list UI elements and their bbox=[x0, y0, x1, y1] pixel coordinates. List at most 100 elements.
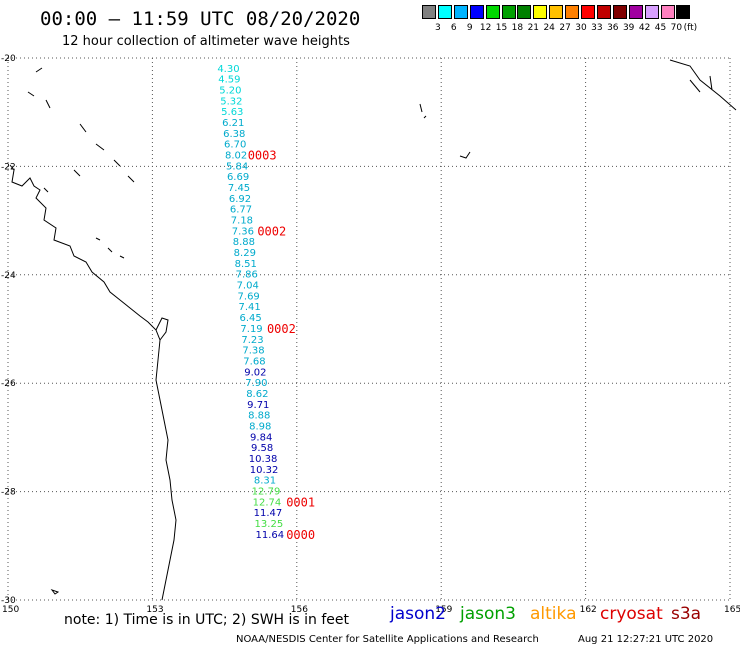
lat-label: -28 bbox=[1, 488, 16, 498]
legend-swatch bbox=[533, 5, 548, 19]
wave-height-value: 9.71 bbox=[247, 400, 269, 411]
longitude-labels: 150 153 156 159 162 165 bbox=[2, 605, 740, 615]
wave-height-value: 6.21 bbox=[222, 118, 244, 129]
note-text: note: 1) Time is in UTC; 2) SWH is in fe… bbox=[64, 612, 350, 628]
legend-label: 18 bbox=[511, 23, 524, 33]
sat-s3a: s3a bbox=[671, 604, 702, 624]
lon-label: 162 bbox=[580, 605, 597, 615]
wave-height-value: 7.90 bbox=[245, 378, 267, 389]
legend-label: 21 bbox=[527, 23, 540, 33]
wave-height-value: 9.02 bbox=[244, 367, 266, 378]
coral-reef-north bbox=[27, 67, 135, 183]
latitude-labels: -20 -22 -24 -26 -28 -30 bbox=[1, 54, 16, 606]
pass-label: 0000 bbox=[286, 528, 315, 542]
page-subtitle: 12 hour collection of altimeter wave hei… bbox=[62, 34, 350, 49]
wave-height-value: 6.69 bbox=[227, 172, 249, 183]
wave-height-value: 6.38 bbox=[223, 129, 245, 140]
wave-height-value: 7.04 bbox=[237, 281, 259, 292]
wave-height-value: 7.18 bbox=[231, 216, 253, 227]
legend-label: 24 bbox=[543, 23, 555, 33]
legend-swatch bbox=[596, 5, 611, 19]
wave-height-value: 7.23 bbox=[241, 335, 263, 346]
wave-height-value: 7.36 bbox=[232, 226, 254, 237]
wave-height-value: 8.88 bbox=[233, 237, 255, 248]
wave-height-value: 8.62 bbox=[246, 389, 268, 400]
australia-coast bbox=[9, 164, 177, 601]
wave-height-value: 11.47 bbox=[254, 508, 283, 519]
wave-height-readings: 4.304.595.205.325.636.216.386.708.025.84… bbox=[217, 64, 284, 541]
pass-label: 0002 bbox=[257, 224, 286, 238]
lat-label: -24 bbox=[1, 271, 16, 281]
legend-swatch bbox=[422, 5, 436, 19]
sat-jason3: jason3 bbox=[460, 604, 516, 624]
legend-unit: (ft) bbox=[683, 23, 698, 33]
wave-height-value: 5.63 bbox=[221, 107, 243, 118]
legend-label: 6 bbox=[450, 23, 457, 33]
legend-swatch bbox=[676, 5, 691, 19]
credit-text: NOAA/NESDIS Center for Satellite Applica… bbox=[236, 634, 539, 645]
legend-label: 3 bbox=[435, 23, 441, 33]
pass-label: 0002 bbox=[267, 322, 296, 336]
wave-height-value: 7.86 bbox=[236, 270, 258, 281]
wave-height-value: 10.32 bbox=[250, 465, 279, 476]
wave-height-value: 4.59 bbox=[218, 75, 240, 86]
legend-label: 12 bbox=[479, 23, 492, 33]
legend-swatch bbox=[517, 5, 532, 19]
wave-height-value: 10.38 bbox=[249, 454, 278, 465]
wave-height-value: 13.25 bbox=[255, 519, 284, 530]
legend-swatch bbox=[581, 5, 595, 19]
small-island bbox=[50, 589, 60, 595]
legend-label: 9 bbox=[466, 23, 473, 33]
wave-height-value: 12.74 bbox=[253, 497, 282, 508]
sat-cryosat: cryosat bbox=[600, 604, 663, 624]
legend-swatch bbox=[660, 5, 675, 19]
wave-height-value: 8.88 bbox=[248, 411, 270, 422]
legend-swatch bbox=[469, 5, 484, 19]
map-grid bbox=[7, 57, 731, 601]
legend-swatch bbox=[549, 5, 564, 19]
island-coast bbox=[155, 317, 169, 341]
new-caledonia-coast bbox=[419, 103, 471, 159]
timestamp: Aug 21 12:27:21 UTC 2020 bbox=[578, 634, 714, 645]
wave-height-value: 8.31 bbox=[254, 476, 276, 487]
wave-height-value: 8.98 bbox=[249, 421, 271, 432]
wave-height-value: 12.79 bbox=[252, 487, 281, 498]
lon-label: 153 bbox=[146, 605, 163, 615]
lat-label: -22 bbox=[1, 162, 16, 172]
wave-height-value: 8.51 bbox=[235, 259, 257, 270]
vanuatu-coast bbox=[669, 59, 737, 111]
wave-height-value: 7.41 bbox=[238, 302, 260, 313]
legend-label: 39 bbox=[622, 23, 635, 33]
wave-height-value: 7.68 bbox=[243, 356, 265, 367]
legend-label: 27 bbox=[559, 23, 571, 33]
wave-height-value: 4.30 bbox=[217, 64, 239, 75]
wave-height-value: 11.64 bbox=[256, 530, 285, 541]
lon-label: 156 bbox=[291, 605, 308, 615]
pass-label: 0003 bbox=[248, 148, 277, 162]
legend-swatch bbox=[501, 5, 516, 19]
wave-height-value: 5.32 bbox=[220, 96, 242, 107]
legend-swatch bbox=[453, 5, 468, 19]
legend-label: 33 bbox=[591, 23, 603, 33]
sat-altika: altika bbox=[530, 604, 577, 624]
legend-label: 42 bbox=[638, 23, 651, 33]
sat-jason2: jason2 bbox=[390, 604, 446, 624]
legend-label: 45 bbox=[654, 23, 667, 33]
wave-height-value: 7.19 bbox=[240, 324, 262, 335]
legend-label: 15 bbox=[495, 23, 508, 33]
legend-swatch bbox=[644, 5, 659, 19]
coastline bbox=[9, 59, 737, 601]
wave-height-value: 6.45 bbox=[239, 313, 261, 324]
legend-swatch bbox=[437, 5, 452, 19]
legend-label: 70 bbox=[670, 23, 683, 33]
lon-label: 165 bbox=[724, 605, 740, 615]
legend-label: 36 bbox=[607, 23, 619, 33]
pass-labels: 0003 0002 0002 0001 0000 bbox=[248, 148, 315, 541]
lat-label: -30 bbox=[1, 596, 16, 606]
wave-height-value: 8.02 bbox=[225, 150, 247, 161]
legend-swatch bbox=[485, 5, 500, 19]
wave-height-value: 7.69 bbox=[238, 291, 260, 302]
lon-label: 150 bbox=[2, 605, 19, 615]
wave-height-value: 9.58 bbox=[251, 443, 273, 454]
coral-reef-south bbox=[43, 187, 125, 259]
